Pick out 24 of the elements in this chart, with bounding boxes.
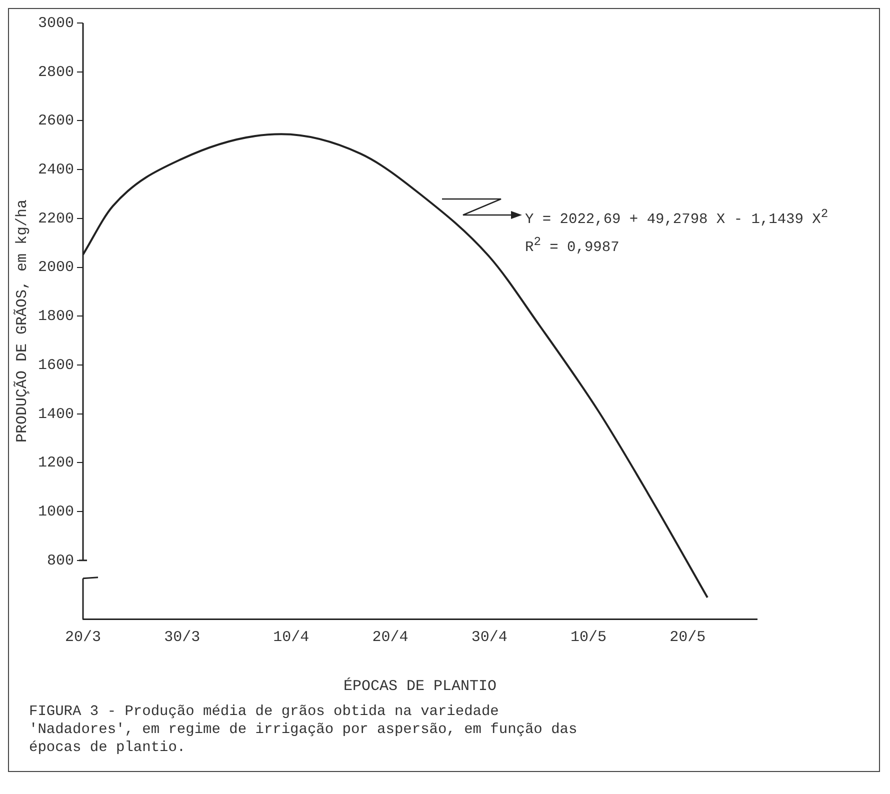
x-tick-label: 20/5	[670, 628, 706, 646]
y-tick-label: 800	[46, 552, 74, 570]
x-tick-label: 30/4	[471, 628, 508, 646]
y-tick-label: 2800	[38, 64, 74, 81]
y-tick-label: 3000	[38, 14, 74, 32]
x-tick-label: 20/4	[372, 628, 408, 646]
y-tick-label: 1200	[38, 454, 74, 472]
y-tick-label: 2000	[38, 259, 74, 276]
y-tick-label: 1000	[38, 503, 74, 520]
y-tick-label: 1400	[38, 406, 74, 423]
x-axis-title: ÉPOCAS DE PLANTIO	[343, 676, 497, 695]
x-tick-label: 10/4	[273, 628, 310, 646]
y-tick-label: 2400	[38, 162, 74, 179]
y-tick-label: 2200	[38, 210, 74, 228]
y-tick-label: 1600	[38, 356, 74, 374]
x-tick-label: 30/3	[164, 628, 200, 646]
x-tick-label: 20/3	[65, 628, 102, 646]
annotation: Y = 2022,69 + 49,2798 X - 1,1439 X$^{2}$	[525, 206, 828, 230]
y-tick-label: 2600	[38, 112, 74, 130]
annotation: R$^{2}$ = 0,9987	[525, 234, 620, 258]
y-tick-label: 1800	[38, 308, 74, 326]
text: FIGURA 3 - Produção média de grãos obtida na variedade 'Nadadores', em regime de irrigação por aspersão, em função das épocas de plantio.	[29, 703, 578, 757]
x-tick-label: 10/5	[570, 628, 607, 646]
y-axis-title: PRODUÇÃO DE GRÃOS, em kg/ha	[12, 199, 31, 443]
